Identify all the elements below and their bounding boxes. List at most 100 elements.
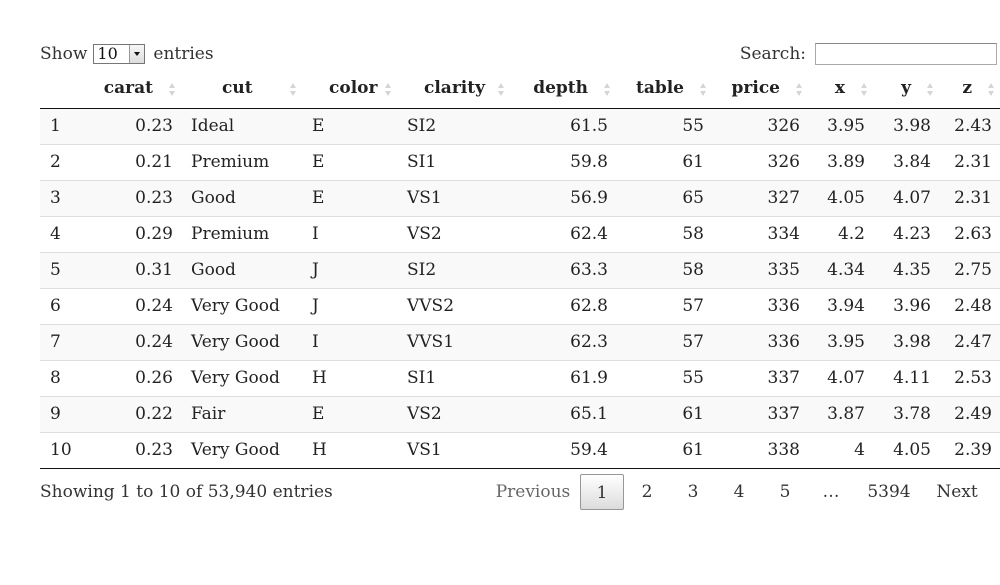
cell-rownum: 6 xyxy=(40,287,102,324)
search-input[interactable] xyxy=(815,43,997,65)
cell-rownum: 1 xyxy=(40,108,102,144)
column-header-carat[interactable]: carat xyxy=(102,72,181,109)
previous-button[interactable]: Previous xyxy=(495,482,571,502)
table-row: 9 0.22 Fair E VS2 65.1 61 337 3.87 3.78 2.49 xyxy=(40,395,1000,432)
table-info: Showing 1 to 10 of 53,940 entries xyxy=(40,482,333,502)
column-header-z[interactable]: z xyxy=(939,72,1000,109)
page-button-2[interactable]: 2 xyxy=(641,482,653,502)
cell-clarity: VS2 xyxy=(397,395,510,432)
sort-icon xyxy=(700,83,707,97)
cell-table: 58 xyxy=(616,251,712,288)
cell-cut: Very Good xyxy=(181,287,302,324)
column-header-x[interactable]: x xyxy=(808,72,873,109)
cell-carat: 0.24 xyxy=(102,287,181,324)
cell-y: 3.84 xyxy=(873,143,939,180)
cell-z: 2.31 xyxy=(939,143,1000,180)
cell-rownum: 2 xyxy=(40,143,102,180)
cell-cut: Very Good xyxy=(181,323,302,360)
cell-color: J xyxy=(302,251,397,288)
page-button-3[interactable]: 3 xyxy=(687,482,699,502)
cell-cut: Fair xyxy=(181,395,302,432)
column-header-color[interactable]: color xyxy=(302,72,397,109)
cell-color: I xyxy=(302,215,397,252)
sort-icon xyxy=(861,83,868,97)
cell-color: E xyxy=(302,143,397,180)
column-header-table[interactable]: table xyxy=(616,72,712,109)
cell-color: E xyxy=(302,179,397,216)
cell-depth: 59.4 xyxy=(510,431,616,469)
cell-depth: 62.4 xyxy=(510,215,616,252)
cell-price: 335 xyxy=(712,251,808,288)
cell-color: H xyxy=(302,431,397,469)
cell-price: 337 xyxy=(712,359,808,396)
cell-table: 55 xyxy=(616,108,712,144)
cell-x: 4.2 xyxy=(808,215,873,252)
cell-cut: Very Good xyxy=(181,431,302,469)
cell-z: 2.39 xyxy=(939,431,1000,469)
cell-price: 336 xyxy=(712,323,808,360)
sort-icon xyxy=(927,83,934,97)
cell-table: 57 xyxy=(616,287,712,324)
cell-y: 4.11 xyxy=(873,359,939,396)
column-header-y[interactable]: y xyxy=(873,72,939,109)
cell-clarity: VS2 xyxy=(397,215,510,252)
cell-price: 326 xyxy=(712,143,808,180)
cell-table: 61 xyxy=(616,431,712,469)
table-row: 5 0.31 Good J SI2 63.3 58 335 4.34 4.35 2.75 xyxy=(40,251,1000,288)
cell-clarity: VVS1 xyxy=(397,323,510,360)
cell-carat: 0.29 xyxy=(102,215,181,252)
cell-y: 4.23 xyxy=(873,215,939,252)
cell-table: 58 xyxy=(616,215,712,252)
cell-cut: Good xyxy=(181,179,302,216)
cell-cut: Premium xyxy=(181,143,302,180)
table-row: 4 0.29 Premium I VS2 62.4 58 334 4.2 4.23 2.63 xyxy=(40,215,1000,252)
cell-clarity: VVS2 xyxy=(397,287,510,324)
cell-table: 65 xyxy=(616,179,712,216)
page-button-4[interactable]: 4 xyxy=(733,482,745,502)
dropdown-arrow-icon[interactable] xyxy=(129,45,145,63)
sort-icon xyxy=(169,83,176,97)
cell-cut: Very Good xyxy=(181,359,302,396)
table-row: 10 0.23 Very Good H VS1 59.4 61 338 4 4.05 2.39 xyxy=(40,431,1000,469)
cell-carat: 0.22 xyxy=(102,395,181,432)
column-header-clarity[interactable]: clarity xyxy=(397,72,510,109)
data-table: carat cut color clarity depth table pric… xyxy=(40,72,1000,469)
table-row: 7 0.24 Very Good I VVS1 62.3 57 336 3.95 3.98 2.47 xyxy=(40,323,1000,360)
cell-z: 2.63 xyxy=(939,215,1000,252)
cell-depth: 62.3 xyxy=(510,323,616,360)
cell-carat: 0.26 xyxy=(102,359,181,396)
cell-x: 4.05 xyxy=(808,179,873,216)
page-length-select[interactable]: 10 xyxy=(93,44,146,64)
column-header-depth[interactable]: depth xyxy=(510,72,616,109)
column-header-rownum xyxy=(40,72,102,109)
column-header-cut[interactable]: cut xyxy=(181,72,302,109)
page-button-last[interactable]: 5394 xyxy=(867,482,911,502)
table-body: 1 0.23 Ideal E SI2 61.5 55 326 3.95 3.98 2.43 2 0.21… xyxy=(40,108,1000,469)
cell-rownum: 5 xyxy=(40,251,102,288)
cell-z: 2.48 xyxy=(939,287,1000,324)
cell-y: 3.96 xyxy=(873,287,939,324)
search-control: Search: xyxy=(740,42,997,66)
cell-depth: 62.8 xyxy=(510,287,616,324)
pagination: Previous 1 2 3 4 5 … 5394 Next xyxy=(490,474,990,510)
column-header-price[interactable]: price xyxy=(712,72,808,109)
cell-y: 3.98 xyxy=(873,108,939,144)
cell-color: H xyxy=(302,359,397,396)
pagination-ellipsis: … xyxy=(822,482,840,502)
cell-cut: Good xyxy=(181,251,302,288)
cell-rownum: 4 xyxy=(40,215,102,252)
next-button[interactable]: Next xyxy=(936,482,978,502)
cell-cut: Ideal xyxy=(181,108,302,144)
search-label: Search: xyxy=(739,44,806,64)
sort-icon xyxy=(290,83,297,97)
cell-table: 57 xyxy=(616,323,712,360)
page-button-1[interactable]: 1 xyxy=(580,474,624,510)
cell-cut: Premium xyxy=(181,215,302,252)
page-button-5[interactable]: 5 xyxy=(779,482,791,502)
cell-carat: 0.23 xyxy=(102,108,181,144)
cell-rownum: 10 xyxy=(40,431,102,469)
sort-icon xyxy=(498,83,505,97)
table-row: 1 0.23 Ideal E SI2 61.5 55 326 3.95 3.98 2.43 xyxy=(40,108,1000,144)
cell-carat: 0.21 xyxy=(102,143,181,180)
cell-y: 3.78 xyxy=(873,395,939,432)
